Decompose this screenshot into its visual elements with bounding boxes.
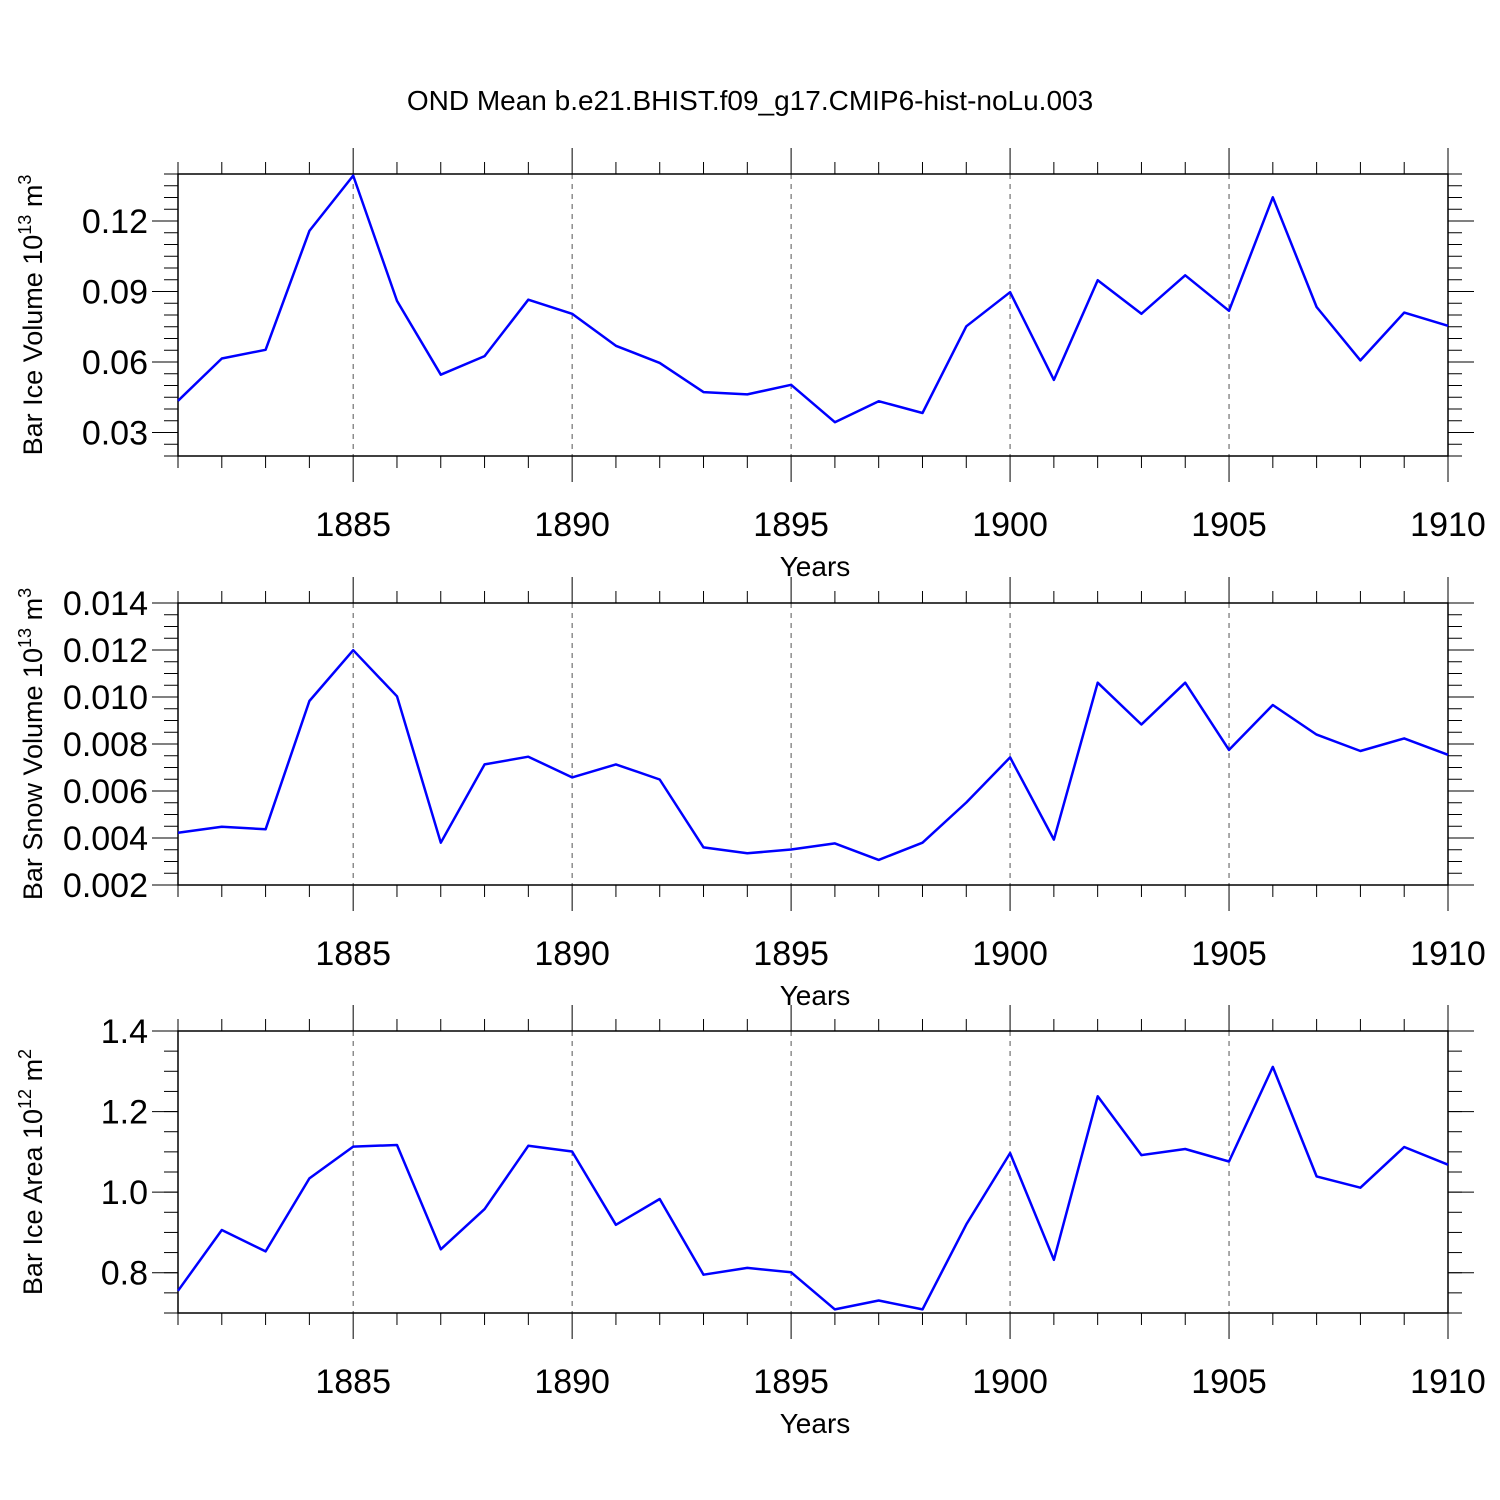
- plot-frame: [177, 1030, 1449, 1314]
- x-tick-label: 1910: [1410, 935, 1486, 973]
- y-tick-label: 1.2: [101, 1094, 148, 1132]
- y-tick-label: 0.8: [101, 1255, 148, 1293]
- series-line: [177, 174, 1449, 424]
- y-axis-label: Bar Snow Volume 1013 m3: [15, 588, 48, 900]
- plot-frame: [177, 173, 1449, 457]
- y-tick-label: 0.03: [82, 415, 148, 453]
- x-tick-label: 1895: [753, 1363, 829, 1401]
- panel-2: 0.002 0.004 0.006 0.008 0.010 0.012 0.014 1885 1…: [15, 577, 1486, 1011]
- x-tick-label: 1890: [534, 935, 610, 973]
- x-tick-label: 1910: [1410, 1363, 1486, 1401]
- x-tick-label: 1885: [315, 1363, 391, 1401]
- x-axis-label: Years: [780, 551, 851, 582]
- y-axis-label: Bar Ice Area 1012 m2: [15, 1049, 48, 1295]
- y-tick-label: 0.012: [63, 632, 148, 670]
- x-tick-label: 1900: [972, 1363, 1048, 1401]
- x-tick-label: 1895: [753, 935, 829, 973]
- x-axis-label: Years: [780, 980, 851, 1011]
- x-tick-label: 1905: [1191, 935, 1267, 973]
- x-tick-label: 1900: [972, 935, 1048, 973]
- y-tick-label: 0.002: [63, 867, 148, 905]
- series-line: [177, 648, 1449, 862]
- x-axis-label: Years: [780, 1408, 851, 1439]
- y-tick-label: 0.09: [82, 274, 148, 312]
- x-tick-label: 1885: [315, 506, 391, 544]
- x-tick-label: 1905: [1191, 506, 1267, 544]
- y-tick-label: 0.010: [63, 679, 148, 717]
- series-line: [176, 1065, 1449, 1311]
- x-tick-label: 1900: [972, 506, 1048, 544]
- x-tick-label: 1905: [1191, 1363, 1267, 1401]
- plot-frame: [177, 602, 1449, 886]
- y-tick-label: 0.006: [63, 773, 148, 811]
- y-axis-label: Bar Ice Volume 1013 m3: [15, 175, 48, 456]
- figure-title: OND Mean b.e21.BHIST.f09_g17.CMIP6-hist-…: [407, 85, 1093, 116]
- x-tick-label: 1885: [315, 935, 391, 973]
- y-tick-label: 0.014: [63, 585, 148, 623]
- y-tick-label: 1.0: [101, 1174, 148, 1212]
- panel-3: 0.8 1.0 1.2 1.4 1885 1890 1895 1900 1905 1910 Year…: [15, 1005, 1486, 1439]
- y-tick-label: 0.008: [63, 726, 148, 764]
- y-tick-label: 1.4: [101, 1013, 148, 1051]
- x-tick-label: 1910: [1410, 506, 1486, 544]
- y-tick-label: 0.12: [82, 203, 148, 241]
- x-tick-label: 1890: [534, 506, 610, 544]
- y-tick-label: 0.004: [63, 820, 148, 858]
- y-tick-label: 0.06: [82, 344, 148, 382]
- panel-1: 0.03 0.06 0.09 0.12 1885 1890 1895 1900 1905 1910…: [15, 148, 1486, 582]
- x-tick-label: 1895: [753, 506, 829, 544]
- x-tick-label: 1890: [534, 1363, 610, 1401]
